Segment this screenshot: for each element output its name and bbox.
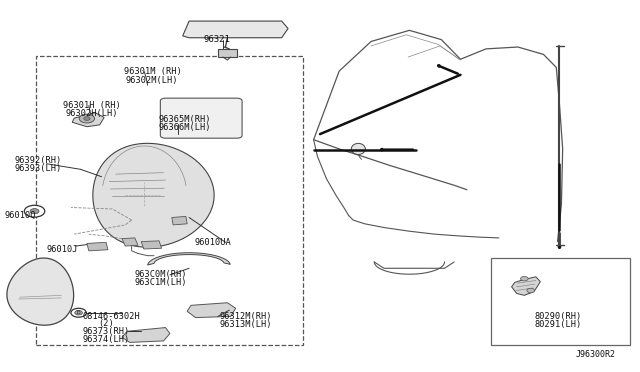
Polygon shape bbox=[172, 217, 187, 225]
Text: 96301M (RH): 96301M (RH) bbox=[124, 67, 182, 76]
Polygon shape bbox=[72, 113, 104, 127]
FancyBboxPatch shape bbox=[161, 98, 242, 138]
Bar bbox=[218, 49, 237, 57]
Text: (2): (2) bbox=[98, 320, 113, 328]
Text: 15: 15 bbox=[76, 310, 81, 315]
Polygon shape bbox=[511, 277, 540, 295]
Bar bbox=[491, 257, 630, 344]
Ellipse shape bbox=[351, 143, 365, 154]
Text: 963C0M(RH): 963C0M(RH) bbox=[135, 270, 188, 279]
Text: 96392(RH): 96392(RH) bbox=[15, 155, 62, 164]
Text: 96301H (RH): 96301H (RH) bbox=[63, 101, 121, 110]
Circle shape bbox=[79, 114, 95, 123]
Polygon shape bbox=[182, 21, 288, 38]
Polygon shape bbox=[93, 143, 214, 247]
Circle shape bbox=[75, 311, 83, 315]
Bar bbox=[36, 56, 303, 344]
Circle shape bbox=[520, 276, 528, 281]
Circle shape bbox=[24, 205, 45, 217]
Circle shape bbox=[71, 308, 86, 317]
Text: J96300R2: J96300R2 bbox=[575, 350, 616, 359]
Text: 96373(RH): 96373(RH) bbox=[83, 327, 130, 336]
Text: 963C1M(LH): 963C1M(LH) bbox=[135, 278, 188, 287]
Text: 96302M(LH): 96302M(LH) bbox=[126, 76, 179, 84]
Polygon shape bbox=[122, 238, 138, 246]
Text: 96393(LH): 96393(LH) bbox=[15, 164, 62, 173]
Polygon shape bbox=[87, 242, 108, 251]
Text: 96374(LH): 96374(LH) bbox=[83, 335, 130, 344]
Text: 96366M(LH): 96366M(LH) bbox=[159, 123, 211, 132]
Text: 96312M(RH): 96312M(RH) bbox=[219, 312, 271, 321]
Text: 96010UA: 96010UA bbox=[194, 238, 231, 247]
Polygon shape bbox=[187, 303, 236, 318]
Text: 80290(RH): 80290(RH) bbox=[534, 312, 582, 321]
Polygon shape bbox=[7, 258, 74, 325]
Text: 96313M(LH): 96313M(LH) bbox=[219, 320, 271, 329]
Circle shape bbox=[84, 117, 90, 121]
Polygon shape bbox=[148, 253, 230, 265]
Polygon shape bbox=[122, 328, 170, 342]
Text: 96010Q: 96010Q bbox=[4, 211, 36, 220]
Text: 96321: 96321 bbox=[204, 35, 230, 44]
Circle shape bbox=[30, 209, 39, 214]
Text: 08146-6302H: 08146-6302H bbox=[83, 312, 140, 321]
Text: 80291(LH): 80291(LH) bbox=[534, 320, 582, 329]
Text: 96010J: 96010J bbox=[47, 244, 78, 253]
Polygon shape bbox=[141, 241, 162, 249]
Circle shape bbox=[527, 288, 534, 293]
Text: 96365M(RH): 96365M(RH) bbox=[159, 115, 211, 124]
Text: 96302H(LH): 96302H(LH) bbox=[65, 109, 118, 118]
